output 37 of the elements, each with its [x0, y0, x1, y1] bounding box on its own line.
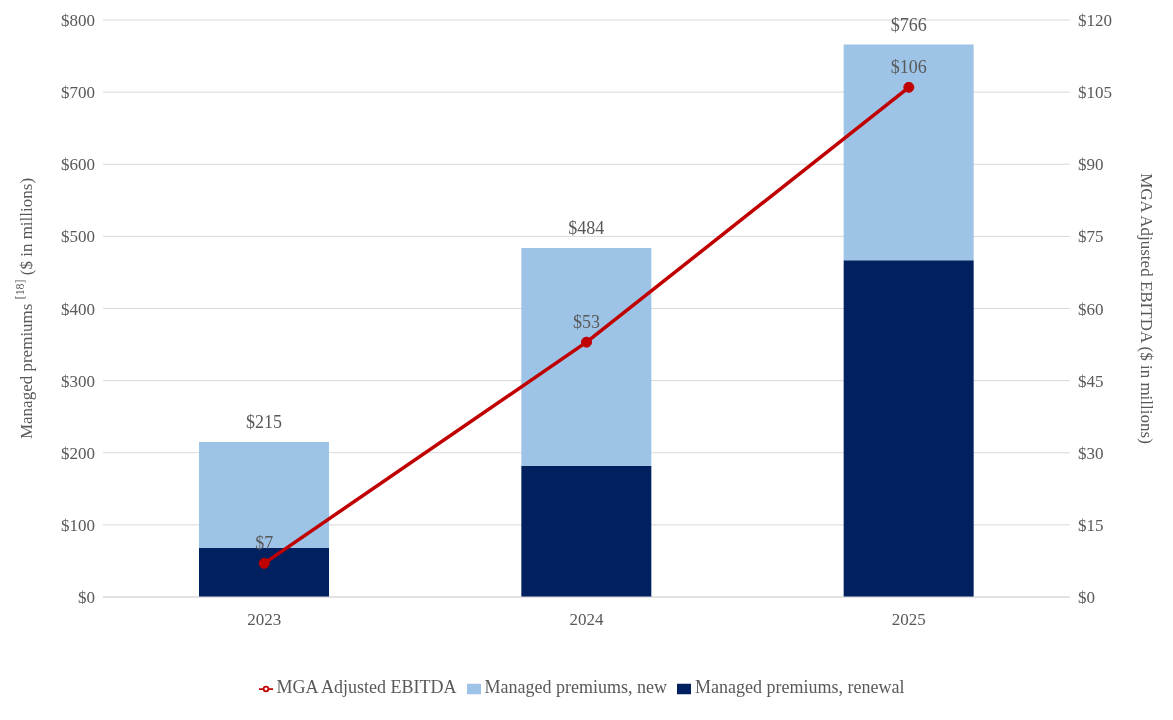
y2-axis-title: MGA Adjusted EBITDA ($ in millions) — [1137, 173, 1157, 444]
data-label: $106 — [890, 57, 927, 78]
y2-tick-label: $90 — [1078, 155, 1104, 175]
bar — [521, 247, 652, 466]
total-label: $215 — [246, 411, 282, 432]
y2-tick-label: $45 — [1078, 371, 1104, 391]
point — [903, 81, 915, 93]
point — [258, 557, 270, 569]
legend-label: Managed premiums, new — [484, 677, 667, 697]
y2-tick-label: $120 — [1078, 11, 1112, 31]
y-tick-label: $200 — [61, 443, 95, 463]
point — [581, 336, 592, 348]
y-tick-label: $600 — [61, 155, 95, 175]
y-tick-label: $0 — [78, 588, 95, 608]
y2-tick-label: $15 — [1078, 515, 1104, 535]
y-tick-label: $300 — [61, 371, 95, 391]
total-label: $484 — [568, 217, 605, 238]
y-tick-label: $100 — [61, 515, 95, 535]
y2-tick-label: $30 — [1078, 443, 1104, 463]
y2-tick-label: $75 — [1078, 227, 1104, 247]
bar — [521, 465, 652, 597]
y-tick-label: $500 — [61, 227, 95, 247]
x-tick-label: 2023 — [247, 610, 282, 630]
y2-tick-label: $105 — [1078, 83, 1112, 103]
y-tick-label: $800 — [61, 11, 95, 31]
y-tick-label: $400 — [61, 299, 95, 319]
total-label: $766 — [890, 14, 927, 35]
data-label: $53 — [573, 312, 600, 333]
x-tick-label: 2025 — [891, 610, 926, 630]
legend-label: MGA Adjusted EBITDA — [276, 677, 457, 697]
x-tick-label: 2024 — [569, 610, 604, 630]
y-tick-label: $700 — [61, 83, 95, 103]
y2-tick-label: $60 — [1078, 299, 1104, 319]
y2-tick-label: $0 — [1078, 588, 1095, 608]
bar — [843, 44, 974, 261]
legend-label: Managed premiums, renewal — [695, 677, 905, 697]
bar — [843, 260, 974, 597]
